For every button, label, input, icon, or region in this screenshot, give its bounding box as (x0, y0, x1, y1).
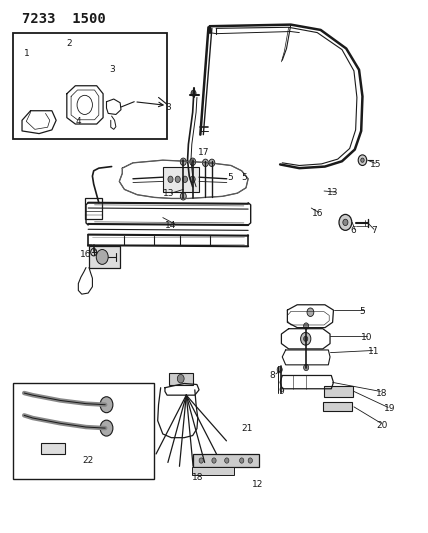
Text: 18: 18 (192, 473, 203, 482)
Text: 3: 3 (165, 102, 171, 111)
Text: 7: 7 (371, 227, 377, 236)
Circle shape (190, 158, 196, 165)
Bar (192, 467, 235, 475)
Circle shape (100, 397, 113, 413)
Text: 18: 18 (376, 389, 388, 398)
Circle shape (202, 159, 208, 166)
Text: 6: 6 (351, 227, 356, 236)
Text: 5: 5 (242, 173, 247, 182)
Circle shape (339, 214, 352, 230)
Circle shape (96, 249, 108, 264)
Text: 3: 3 (110, 66, 115, 74)
Bar (89, 246, 120, 268)
Text: 21: 21 (242, 424, 253, 433)
Text: 9: 9 (278, 387, 284, 396)
Circle shape (303, 336, 308, 342)
Text: 1: 1 (24, 50, 30, 58)
Text: 15: 15 (370, 160, 381, 169)
Circle shape (209, 159, 215, 166)
Bar (14, 33, 167, 139)
Circle shape (303, 323, 309, 329)
Circle shape (177, 374, 184, 383)
Bar (163, 166, 199, 192)
Circle shape (212, 458, 216, 463)
Circle shape (343, 219, 348, 225)
Circle shape (303, 365, 309, 370)
Text: 10: 10 (361, 333, 373, 342)
Text: 5: 5 (227, 173, 232, 182)
Text: 17: 17 (198, 148, 210, 157)
Circle shape (358, 155, 367, 165)
Text: 20: 20 (376, 422, 387, 431)
Bar (323, 401, 352, 411)
Circle shape (361, 158, 364, 163)
Circle shape (307, 308, 314, 317)
Text: 5: 5 (359, 307, 365, 316)
Text: 4: 4 (75, 117, 81, 126)
Text: 13: 13 (163, 189, 174, 198)
Bar (41, 443, 65, 454)
Circle shape (175, 176, 180, 182)
Bar (85, 198, 102, 219)
Circle shape (300, 333, 311, 345)
Text: 13: 13 (327, 188, 339, 197)
Circle shape (191, 90, 196, 96)
Text: 22: 22 (83, 456, 94, 465)
Text: 19: 19 (384, 405, 395, 414)
Text: 2: 2 (67, 39, 72, 48)
Bar (193, 454, 259, 467)
Text: 7233  1500: 7233 1500 (22, 12, 106, 27)
Text: 16: 16 (80, 251, 91, 260)
Bar (14, 383, 154, 479)
Circle shape (225, 458, 229, 463)
Bar (324, 386, 353, 397)
Circle shape (182, 176, 187, 182)
Circle shape (240, 458, 244, 463)
Circle shape (180, 158, 186, 165)
Text: 8: 8 (270, 371, 275, 380)
Text: 14: 14 (165, 221, 176, 230)
Text: 12: 12 (253, 480, 264, 489)
Circle shape (180, 192, 186, 200)
Bar (169, 373, 193, 384)
Text: 11: 11 (368, 347, 379, 356)
Circle shape (248, 458, 253, 463)
Circle shape (190, 176, 195, 182)
Circle shape (100, 420, 113, 436)
Circle shape (277, 367, 282, 373)
Circle shape (199, 458, 203, 463)
Circle shape (168, 176, 173, 182)
Text: 16: 16 (312, 209, 324, 218)
